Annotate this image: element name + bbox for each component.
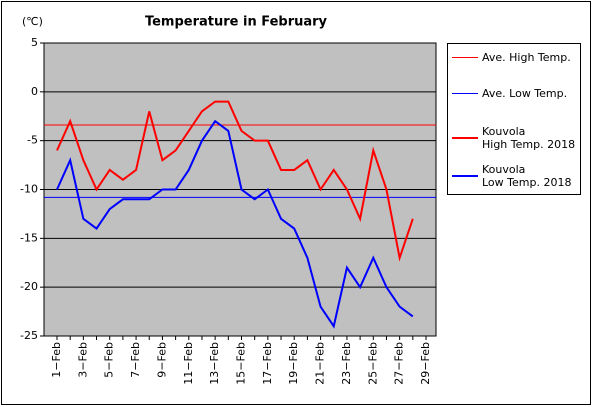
x-tick-label: 23−Feb xyxy=(340,342,353,385)
legend-swatch xyxy=(452,175,478,177)
x-tick-label: 9−Feb xyxy=(155,342,168,378)
y-tick-label: -5 xyxy=(27,134,38,147)
x-tick-label: 3−Feb xyxy=(76,342,89,378)
legend-label: Ave. High Temp. xyxy=(482,51,571,64)
legend-entry: Kouvola High Temp. 2018 xyxy=(452,125,575,151)
y-axis-label: (℃) xyxy=(22,15,43,28)
chart-title: Temperature in February xyxy=(145,15,328,30)
series-line xyxy=(56,119,414,329)
x-tick-label: 15−Feb xyxy=(235,342,248,385)
legend: Ave. High Temp. Ave. Low Temp. Kouvola Hig… xyxy=(447,43,581,195)
legend-label: Kouvola Low Temp. 2018 xyxy=(482,163,572,189)
x-tick-label: 11−Feb xyxy=(182,342,195,385)
y-tick-label: -10 xyxy=(20,183,38,196)
series-line xyxy=(56,100,414,262)
legend-label: Kouvola High Temp. 2018 xyxy=(482,125,576,151)
x-tick-label: 29−Feb xyxy=(419,342,432,385)
x-tick-label: 27−Feb xyxy=(393,342,406,385)
legend-entry: Kouvola Low Temp. 2018 xyxy=(452,163,571,189)
legend-entry: Ave. Low Temp. xyxy=(452,87,567,100)
legend-swatch xyxy=(452,57,478,58)
x-tick-label: 19−Feb xyxy=(287,342,300,385)
y-tick-label: -25 xyxy=(20,329,38,342)
legend-swatch xyxy=(452,93,478,94)
legend-label: Ave. Low Temp. xyxy=(482,87,568,100)
x-tick-label: 25−Feb xyxy=(366,342,379,385)
y-tick-label: 0 xyxy=(31,85,38,98)
x-tick-label: 5−Feb xyxy=(103,342,116,378)
x-tick-label: 1−Feb xyxy=(50,342,63,378)
legend-entry: Ave. High Temp. xyxy=(452,51,571,64)
x-tick-label: 13−Feb xyxy=(208,342,221,385)
x-tick-label: 17−Feb xyxy=(261,342,274,385)
x-tick-label: 7−Feb xyxy=(129,342,142,378)
y-tick-label: -20 xyxy=(20,280,38,293)
y-tick-label: -15 xyxy=(20,231,38,244)
legend-swatch xyxy=(452,137,478,139)
x-tick-label: 21−Feb xyxy=(314,342,327,385)
y-tick-label: 5 xyxy=(31,36,38,49)
